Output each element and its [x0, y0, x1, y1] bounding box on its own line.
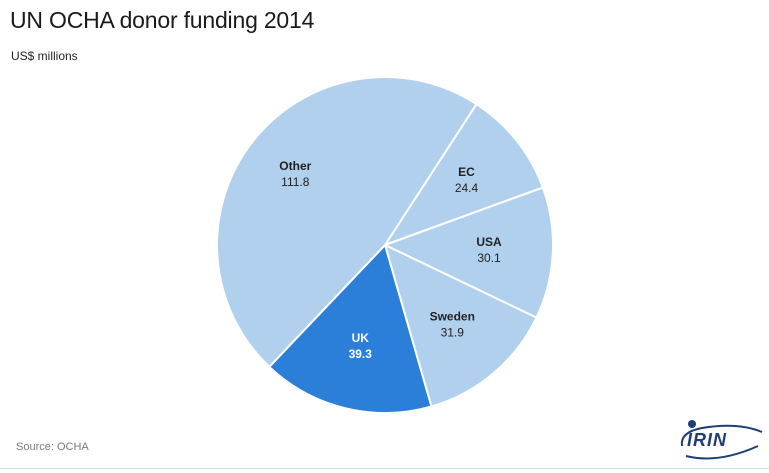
slice-value-other: 111.8 — [281, 175, 310, 189]
irin-logo-swoosh-icon — [680, 420, 763, 460]
slice-label-uk: UK — [352, 331, 370, 345]
pie-slice-other — [216, 76, 478, 369]
pie-slices — [216, 76, 554, 414]
pie-labels: EC 24.4 USA 30.1 Sweden 31.9 UK 39.3 Other 111.8 — [279, 159, 502, 361]
bottom-divider — [0, 468, 769, 469]
slice-label-other: Other — [279, 159, 311, 173]
source-note: Source: OCHA — [16, 441, 89, 453]
slice-value-sweden: 31.9 — [441, 326, 465, 340]
slice-label-ec: EC — [458, 165, 475, 179]
chart-subtitle: US$ millions — [11, 49, 78, 63]
slice-value-usa: 30.1 — [477, 251, 501, 265]
slice-value-uk: 39.3 — [349, 347, 373, 361]
irin-logo: IRIN — [687, 430, 727, 450]
pie-slice-ec — [382, 102, 545, 247]
chart-title: UN OCHA donor funding 2014 — [10, 7, 315, 33]
slice-label-sweden: Sweden — [430, 310, 475, 324]
pie-slice-uk — [267, 243, 433, 414]
slice-value-ec: 24.4 — [455, 181, 479, 195]
pie-slice-sweden — [383, 243, 538, 408]
pie-slice-usa — [382, 186, 554, 319]
slice-label-usa: USA — [476, 235, 502, 249]
